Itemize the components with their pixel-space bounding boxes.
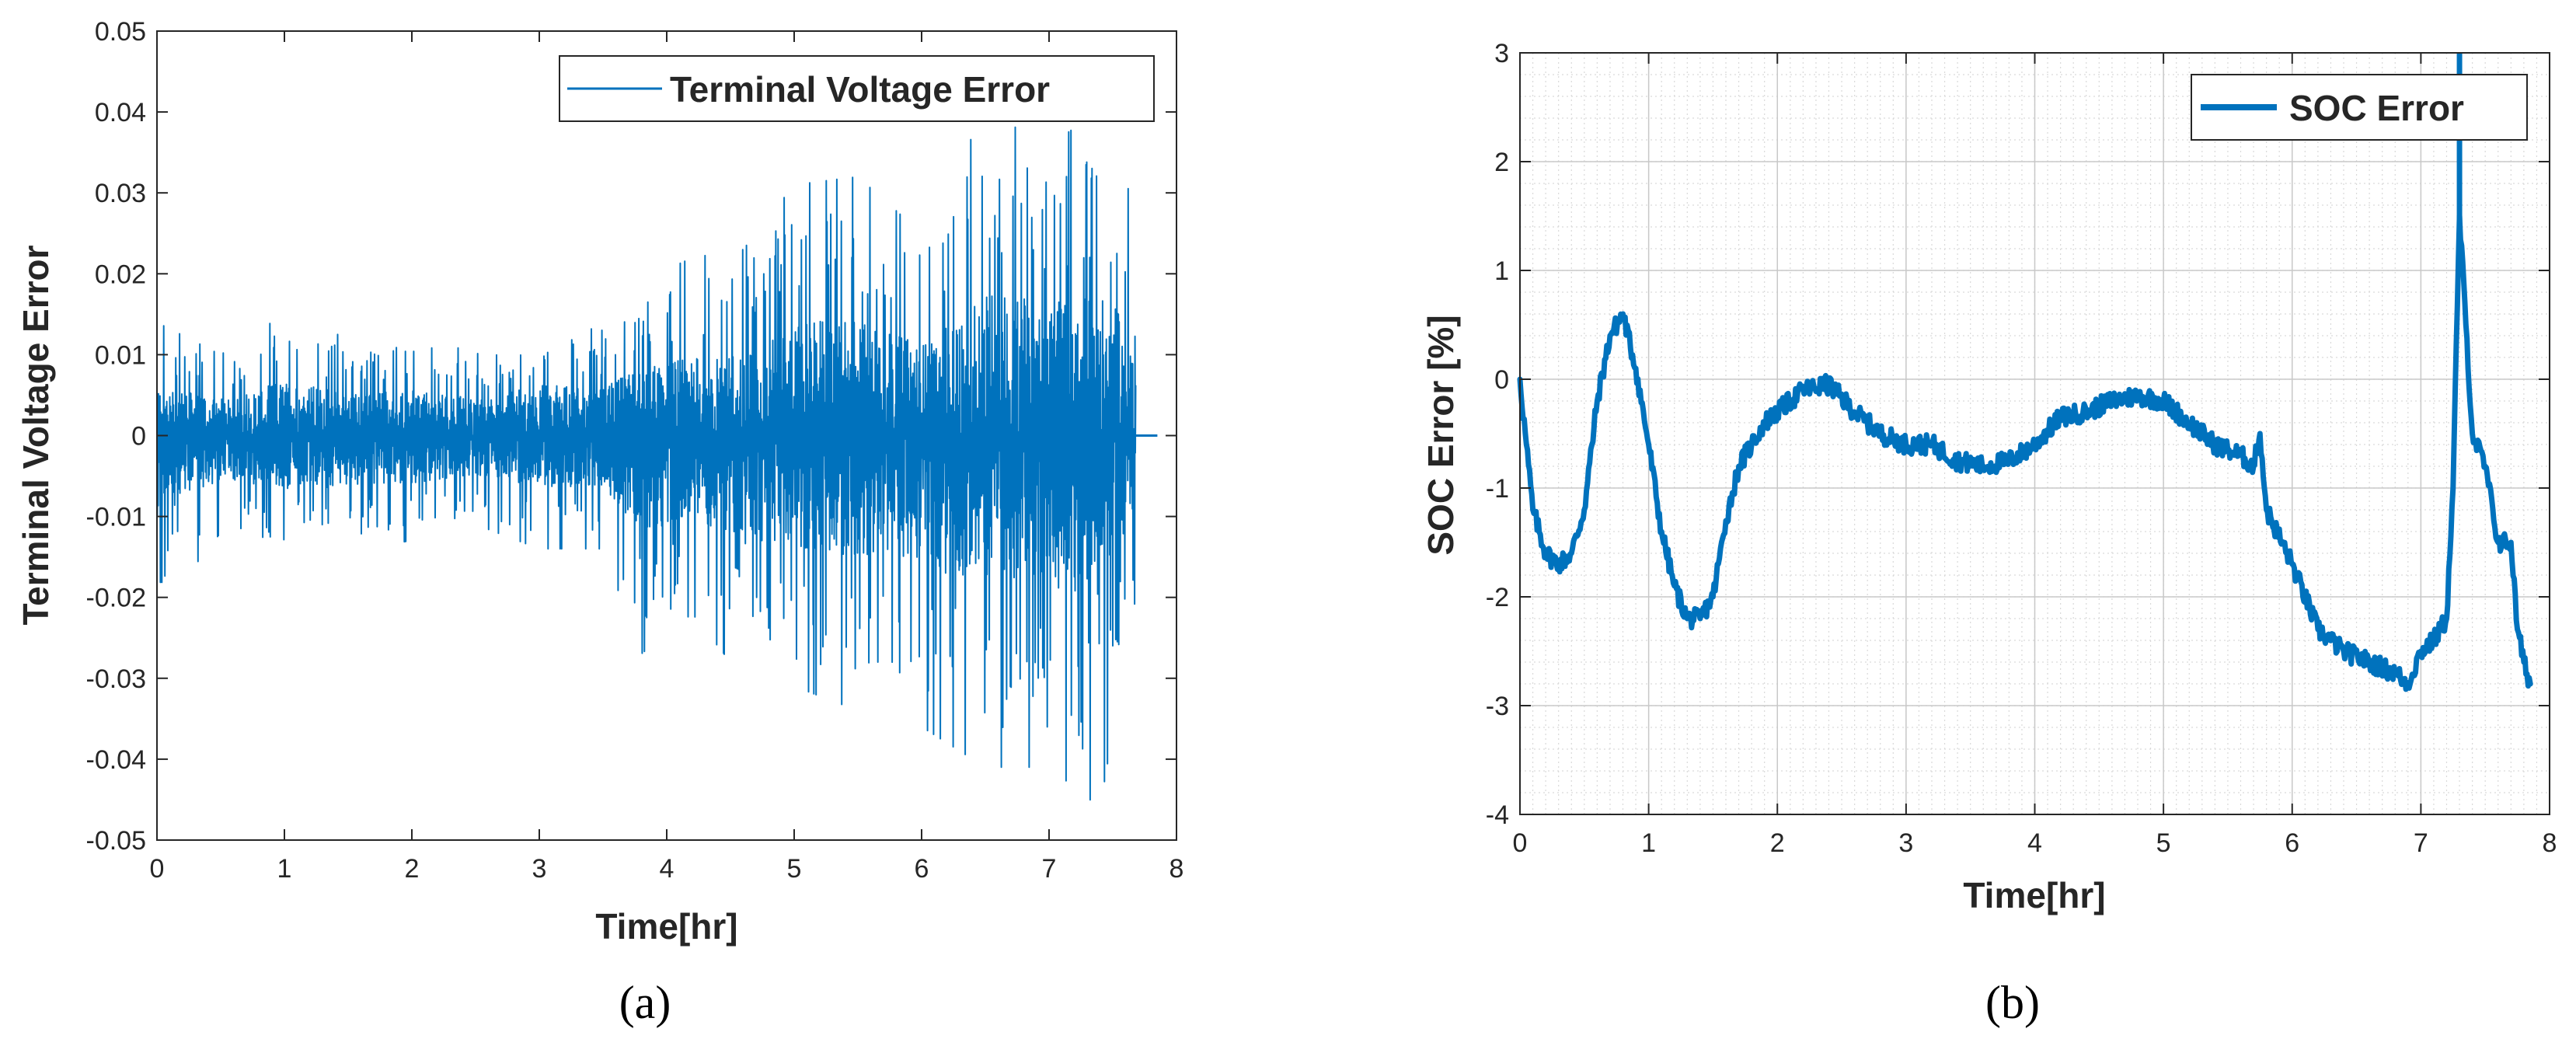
y-tick-label: 0.03	[95, 179, 146, 208]
y-tick-label: 0.05	[95, 17, 146, 47]
x-axis-label-a: Time[hr]	[595, 906, 737, 947]
x-tick-label: 7	[1042, 854, 1057, 884]
y-tick-label: -0.02	[86, 584, 147, 613]
y-tick-label: 0	[131, 422, 146, 452]
y-axis-label-b: SOC Error [%]	[1420, 315, 1461, 555]
y-tick-label: 2	[1494, 148, 1509, 177]
y-tick-label: 1	[1494, 256, 1509, 286]
y-axis-label-a: Terminal Voltage Error	[16, 245, 56, 625]
y-ticks-a: -0.05 -0.04 -0.03 -0.02 -0.01 0 0.01 0.02 0.03 0.…	[86, 17, 1176, 856]
y-tick-label: -2	[1486, 583, 1509, 612]
x-ticks-b: 0 1 2 3 4 5 6 7 8	[1513, 53, 2557, 858]
y-tick-label: -3	[1486, 692, 1509, 721]
chart-soc-error: 0 1 2 3 4 5 6 7 8 -4 -3 -2 -1 0 1 2 3 Time[hr] SOC Erro…	[1420, 39, 2557, 1028]
y-tick-label: -0.05	[86, 826, 147, 856]
x-tick-label: 1	[277, 854, 292, 884]
series-line-terminal-voltage-error	[156, 126, 1137, 801]
caption-b: (b)	[1985, 977, 2040, 1028]
x-tick-label: 1	[1641, 828, 1656, 858]
x-tick-label: 2	[405, 854, 420, 884]
y-tick-label: 0.02	[95, 260, 146, 289]
y-tick-label: 0.01	[95, 340, 146, 370]
y-tick-label: -1	[1486, 474, 1509, 504]
y-tick-label: 0.04	[95, 98, 146, 127]
legend-b: SOC Error	[2191, 74, 2528, 141]
grid-b	[1519, 52, 2550, 815]
x-tick-label: 0	[1513, 828, 1528, 858]
legend-label-a: Terminal Voltage Error	[670, 69, 1050, 110]
y-tick-label: 3	[1494, 39, 1509, 68]
legend-label-b: SOC Error	[2289, 88, 2464, 128]
x-axis-label-b: Time[hr]	[1963, 875, 2105, 915]
y-ticks-b: -4 -3 -2 -1 0 1 2 3	[1486, 39, 2550, 830]
x-tick-label: 7	[2414, 828, 2428, 858]
legend-a: Terminal Voltage Error	[559, 55, 1155, 122]
x-tick-label: 5	[2156, 828, 2171, 858]
x-tick-label: 0	[150, 854, 165, 884]
x-ticks-a: 0 1 2 3 4 5 6 7 8	[150, 31, 1184, 884]
chart-terminal-voltage-error: 0 1 2 3 4 5 6 7 8 -0.05 -0.04 -0.03 -0.02 -0.01 0 0.01…	[16, 17, 1183, 1028]
x-tick-label: 4	[660, 854, 675, 884]
series-terminal-voltage-error	[156, 126, 1158, 801]
y-tick-label: -0.04	[86, 745, 147, 775]
y-tick-label: -4	[1486, 800, 1509, 830]
x-tick-label: 6	[2285, 828, 2299, 858]
x-tick-label: 8	[1169, 854, 1184, 884]
series-line-soc-error	[1517, 213, 2533, 692]
y-tick-label: 0	[1494, 365, 1509, 395]
x-tick-label: 6	[915, 854, 929, 884]
x-tick-label: 8	[2543, 828, 2557, 858]
x-tick-label: 4	[2027, 828, 2042, 858]
y-tick-label: -0.03	[86, 664, 147, 694]
caption-a: (a)	[619, 977, 671, 1028]
y-tick-label: -0.01	[86, 503, 147, 532]
x-tick-label: 3	[1898, 828, 1913, 858]
x-tick-label: 5	[787, 854, 802, 884]
x-tick-label: 2	[1770, 828, 1785, 858]
x-tick-label: 3	[532, 854, 547, 884]
